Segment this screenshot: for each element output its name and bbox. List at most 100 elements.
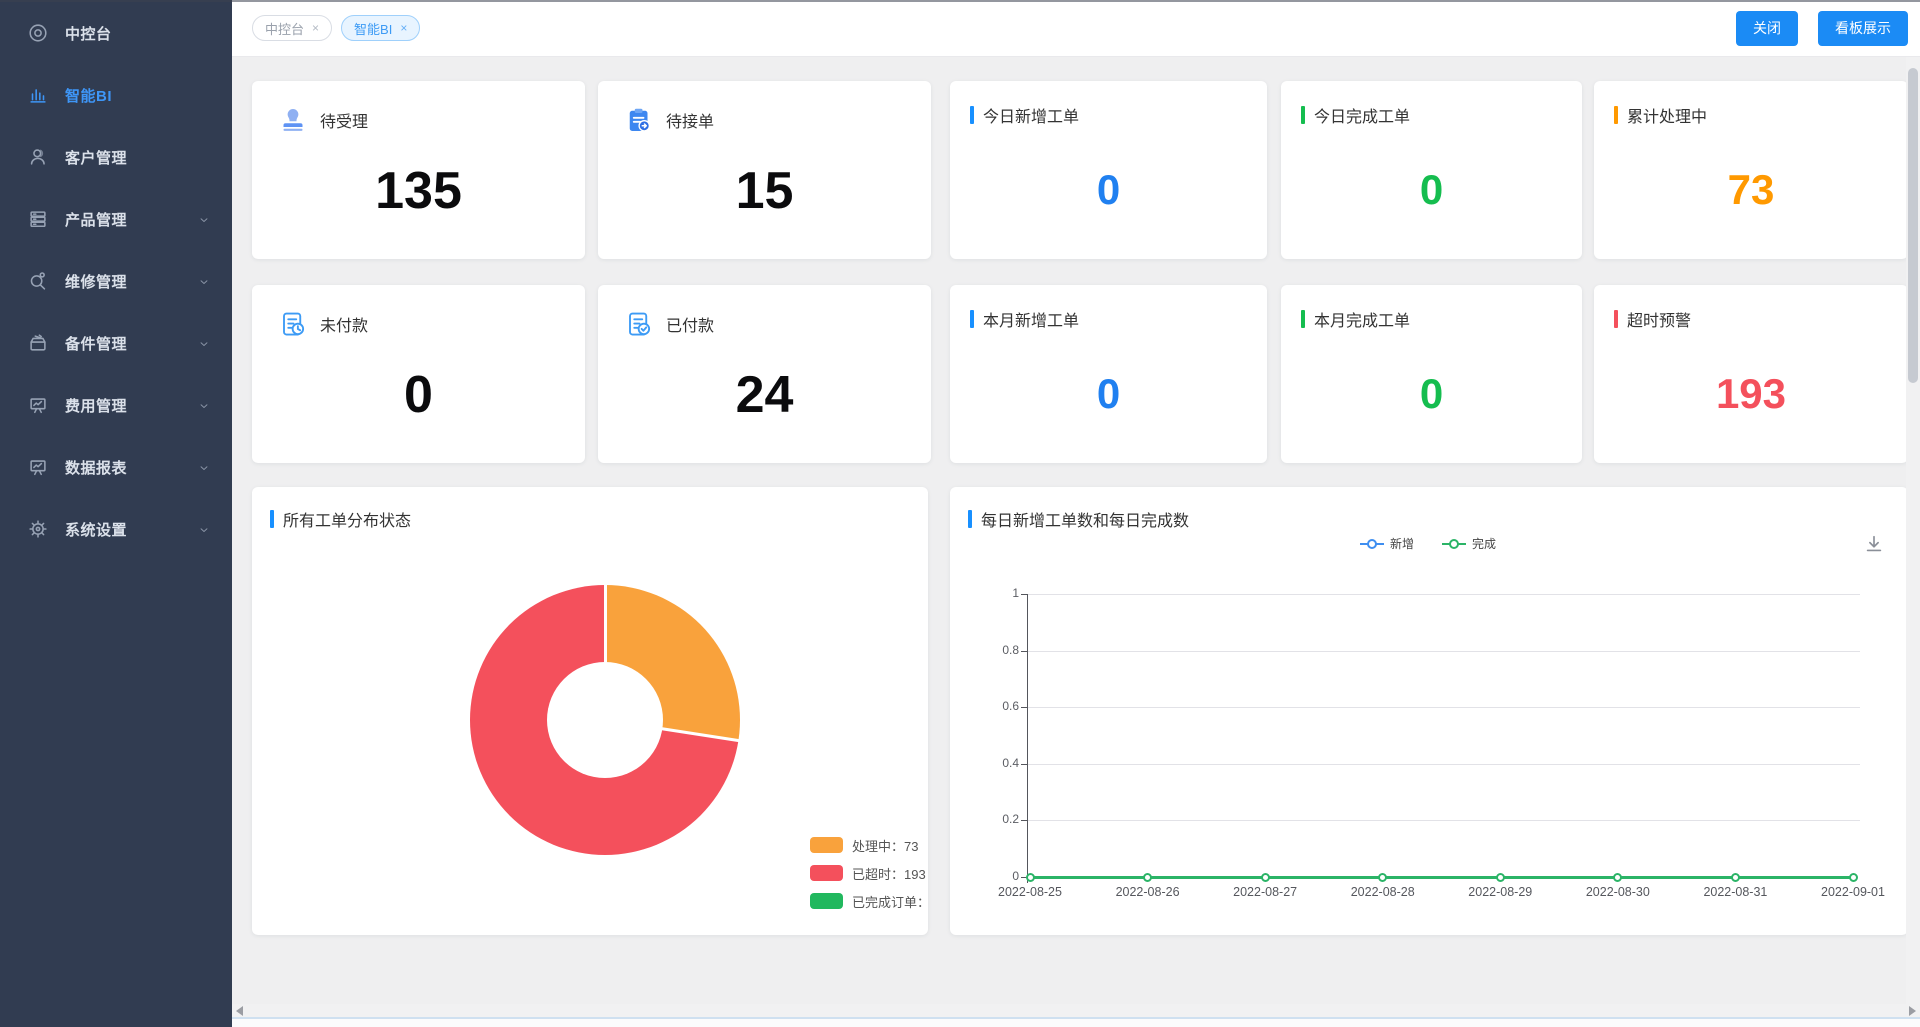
- easel-chart-icon: [27, 394, 49, 416]
- line-marker-icon: [1360, 538, 1384, 549]
- tab-label: 中控台: [265, 21, 305, 37]
- window-top-edge: [0, 0, 1920, 2]
- y-axis-tick: [1021, 650, 1027, 652]
- sidebar-item-product-management[interactable]: 产品管理: [0, 188, 232, 250]
- accent-bar: [970, 310, 974, 328]
- stat-card-header: 待受理: [278, 105, 368, 135]
- y-axis-label: 0.8: [1002, 642, 1019, 657]
- stat-card-待受理: 待受理 135: [252, 81, 585, 259]
- stat-card-本月新增工单: 本月新增工单 0: [950, 285, 1267, 463]
- stat-card-value: 0: [1419, 166, 1444, 213]
- data-point: [1848, 872, 1858, 882]
- bottom-strip: [232, 1019, 1920, 1027]
- stat-card-header: 超时预警: [1614, 307, 1691, 331]
- data-point: [1730, 872, 1740, 882]
- donut-legend-item-已超时[interactable]: 已超时：193: [810, 863, 926, 883]
- stat-card-本月完成工单: 本月完成工单 0: [1281, 285, 1582, 463]
- legend-item-new[interactable]: 新增: [1360, 535, 1414, 552]
- stat-card-累计处理中: 累计处理中 73: [1594, 81, 1908, 259]
- sidebar-item-label: 智能BI: [65, 87, 113, 105]
- stat-card-title: 待受理: [320, 114, 369, 131]
- tab-smart-bi[interactable]: 智能BI ×: [341, 15, 421, 41]
- gear-icon: [27, 518, 49, 540]
- sidebar-item-fee-management[interactable]: 费用管理: [0, 374, 232, 436]
- title-accent-bar: [270, 510, 274, 528]
- sidebar-item-customer-management[interactable]: 客户管理: [0, 126, 232, 188]
- gridline: [1027, 707, 1860, 709]
- stat-card-title: 本月新增工单: [983, 313, 1080, 330]
- close-icon[interactable]: ×: [312, 21, 320, 35]
- stat-card-value: 0: [1096, 166, 1121, 213]
- stat-card-header: 本月新增工单: [970, 307, 1079, 331]
- scroll-right-arrow-icon[interactable]: [1909, 1005, 1916, 1016]
- sidebar-item-system-settings[interactable]: 系统设置: [0, 498, 232, 560]
- y-axis-tick: [1021, 594, 1027, 595]
- vertical-scrollbar-thumb[interactable]: [1908, 68, 1918, 383]
- data-point: [1143, 872, 1153, 882]
- server-icon: [27, 208, 49, 230]
- sidebar-item-label: 系统设置: [65, 521, 128, 539]
- chevron-down-icon: [198, 523, 210, 535]
- sidebar-item-smart-bi[interactable]: 智能BI: [0, 64, 232, 126]
- download-icon[interactable]: [1863, 533, 1885, 555]
- legend-item-done[interactable]: 完成: [1442, 535, 1496, 552]
- stat-card-value: 193: [1715, 370, 1787, 417]
- donut-hole: [547, 662, 663, 778]
- sidebar-menu: 中控台智能BI 客户管理产品管理维修管理备件管理费用管理数据报表系统设置: [0, 0, 232, 560]
- close-icon[interactable]: ×: [400, 21, 408, 35]
- stat-card-header: 今日完成工单: [1301, 103, 1410, 127]
- data-point: [1613, 872, 1623, 882]
- donut-legend-item-处理中[interactable]: 处理中：73: [810, 835, 918, 855]
- stat-card-今日新增工单: 今日新增工单 0: [950, 81, 1267, 259]
- stat-card-value: 24: [735, 366, 794, 424]
- data-point: [1378, 872, 1388, 882]
- donut-slice-separator: [603, 585, 607, 720]
- doc-clock-icon: [278, 309, 308, 339]
- topbar: 中控台 × 智能BI × 关闭 看板展示: [232, 0, 1920, 57]
- sidebar-item-label: 客户管理: [65, 149, 128, 167]
- stat-card-value: 135: [375, 162, 462, 220]
- line-chart-plot: 0 0.2 0.4 0.6 0.8 1 2022-08-25 2022-08-26 2022-0…: [950, 487, 1908, 935]
- y-axis-tick: [1021, 763, 1027, 765]
- sidebar-item-repair-management[interactable]: 维修管理: [0, 250, 232, 312]
- board-display-button[interactable]: 看板展示: [1818, 10, 1908, 46]
- scroll-left-arrow-icon[interactable]: [236, 1005, 243, 1016]
- legend-swatch: [810, 837, 843, 853]
- stat-card-title: 已付款: [666, 318, 715, 335]
- legend-swatch: [810, 865, 843, 881]
- line-chart-title: 每日新增工单数和每日完成数: [968, 507, 1189, 531]
- doc-check-icon: [624, 309, 654, 339]
- sidebar-item-label: 维修管理: [65, 273, 128, 291]
- chevron-down-icon: [198, 213, 210, 225]
- y-axis-label: 0.2: [1002, 812, 1019, 827]
- dashboard-icon: [27, 22, 49, 44]
- legend-label: 新增: [1390, 537, 1415, 551]
- close-button[interactable]: 关闭: [1736, 10, 1798, 46]
- donut-legend-item-已完成订单[interactable]: 已完成订单：0: [810, 891, 928, 911]
- line-marker-icon: [1442, 538, 1467, 549]
- sidebar-item-label: 费用管理: [65, 397, 128, 415]
- chevron-down-icon: [198, 399, 210, 411]
- tab-console[interactable]: 中控台 ×: [252, 15, 333, 41]
- stat-card-title: 今日完成工单: [1314, 109, 1411, 126]
- y-axis-tick: [1021, 877, 1027, 878]
- users-icon: [27, 146, 49, 168]
- data-point: [1495, 872, 1505, 882]
- sidebar-item-parts-management[interactable]: 备件管理: [0, 312, 232, 374]
- x-axis-label: 2022-08-25: [998, 885, 1062, 899]
- sidebar-item-console[interactable]: 中控台: [0, 2, 232, 64]
- y-axis-label: 0: [1012, 869, 1019, 883]
- sidebar-item-data-reports[interactable]: 数据报表: [0, 436, 232, 498]
- daily-orders-chart-card: 每日新增工单数和每日完成数 新增 完成 0 0.2 0.4 0.6 0.8 1 2022-0…: [950, 487, 1908, 935]
- tab-bar: 中控台 × 智能BI ×: [252, 15, 421, 41]
- stat-card-待接单: 待接单 15: [598, 81, 931, 259]
- legend-label: 处理中：73: [852, 838, 919, 854]
- vertical-scrollbar[interactable]: [1906, 57, 1920, 1004]
- chevron-down-icon: [198, 461, 210, 473]
- accent-bar: [1614, 106, 1618, 124]
- horizontal-scrollbar[interactable]: [232, 1004, 1920, 1019]
- line-chart-legend: 新增 完成: [1360, 535, 1496, 552]
- stat-card-title: 超时预警: [1627, 313, 1692, 330]
- easel-chart-icon: [27, 456, 49, 478]
- stat-card-今日完成工单: 今日完成工单 0: [1281, 81, 1582, 259]
